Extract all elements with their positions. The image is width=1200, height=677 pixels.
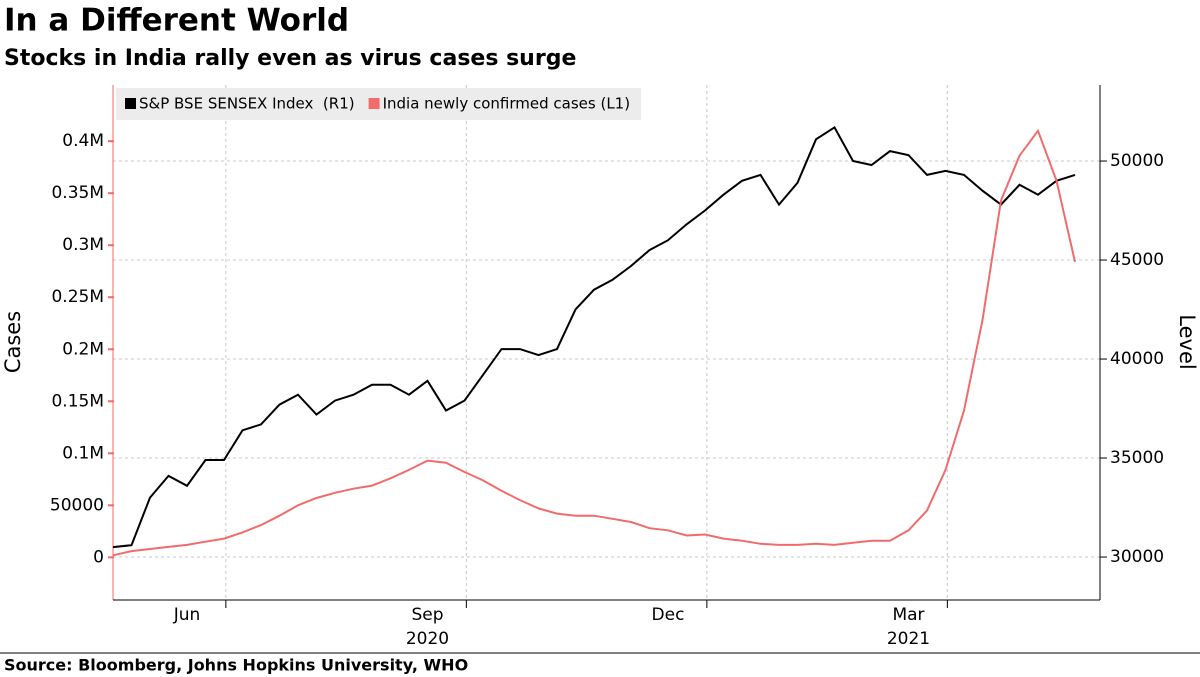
legend-label: S&P BSE SENSEX Index (R1) (139, 95, 355, 113)
y2-tick-label: 50000 (1110, 151, 1164, 171)
x-tick-label: Mar (892, 605, 924, 625)
y-tick-label: 0.2M (62, 339, 104, 359)
y-tick-label: 0.4M (62, 131, 104, 151)
series-line (112, 128, 1076, 557)
series-line (112, 125, 1076, 549)
y-tick-label: 0.3M (62, 235, 104, 255)
y-tick-label: 0.15M (51, 391, 104, 411)
y-axis-label: Cases (1, 311, 25, 373)
legend-swatch (368, 98, 380, 109)
chart-subtitle: Stocks in India rally even as virus case… (4, 46, 576, 71)
x-tick-label: Dec (652, 605, 685, 625)
legend: S&P BSE SENSEX Index (R1) India newly con… (116, 88, 642, 120)
x-tick-label: Sep (411, 605, 443, 625)
y-tick-label: 0 (93, 547, 104, 567)
y2-tick-label: 35000 (1110, 448, 1164, 468)
y2-axis-label: Level (1175, 314, 1199, 369)
y-tick-label: 0.1M (62, 443, 104, 463)
x-year-label: 2020 (406, 629, 449, 649)
x-tick-label: Jun (173, 605, 201, 625)
y-tick-label: 0.25M (51, 287, 104, 307)
chart-title: In a Different World (4, 3, 349, 39)
y2-tick-label: 40000 (1110, 349, 1164, 369)
y2-tick-label: 45000 (1110, 250, 1164, 270)
y-tick-label: 50000 (50, 495, 104, 515)
y-tick-label: 0.35M (51, 183, 104, 203)
legend-label: India newly confirmed cases (L1) (383, 95, 630, 113)
y2-tick-label: 30000 (1110, 547, 1164, 567)
x-year-label: 2021 (887, 629, 930, 649)
legend-swatch (125, 98, 136, 109)
source: Source: Bloomberg, Johns Hopkins Univers… (4, 656, 468, 675)
